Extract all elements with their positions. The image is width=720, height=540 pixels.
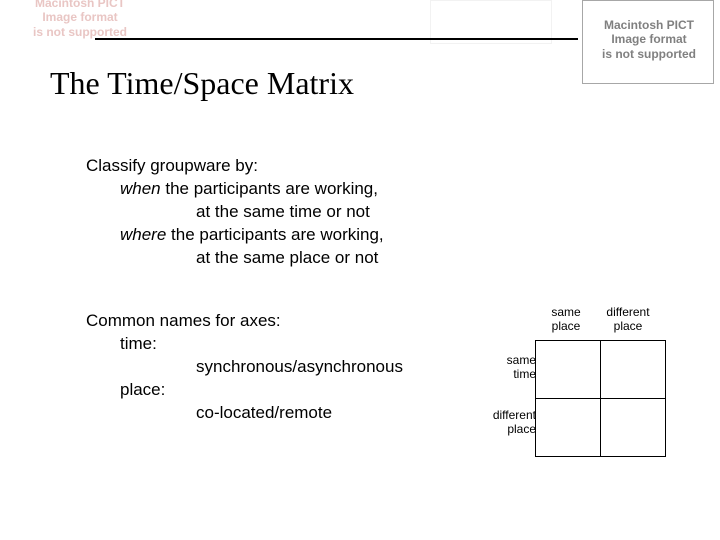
text-line: at the same place or not [86, 247, 384, 270]
text-run: the participants are working, [166, 225, 383, 244]
text-run: at the same time or not [196, 202, 370, 221]
text-line: time: [86, 333, 403, 356]
text-run: co-located/remote [196, 403, 332, 422]
pict-line: Image format [0, 10, 160, 24]
text-run: when [120, 179, 161, 198]
text-line: place: [86, 379, 403, 402]
text-run: at the same place or not [196, 248, 378, 267]
pict-line: is not supported [0, 25, 160, 39]
text-run: time: [120, 334, 157, 353]
time-space-matrix: sameplace differentplace sametime differ… [535, 340, 666, 457]
text-line: synchronous/asynchronous [86, 356, 403, 379]
pict-line: Image format [584, 32, 714, 46]
text-run: Common names for axes: [86, 311, 281, 330]
paragraph-classify: Classify groupware by: when the participa… [86, 155, 384, 270]
text-line: at the same time or not [86, 201, 384, 224]
pict-warning-top-right: Macintosh PICT Image format is not suppo… [584, 18, 714, 61]
text-line: Common names for axes: [86, 310, 403, 333]
matrix-grid [535, 340, 666, 457]
text-run: synchronous/asynchronous [196, 357, 403, 376]
text-run: where [120, 225, 166, 244]
text-line: co-located/remote [86, 402, 403, 425]
text-line: where the participants are working, [86, 224, 384, 247]
slide-title: The Time/Space Matrix [50, 65, 354, 102]
matrix-cell [601, 399, 666, 457]
matrix-cell [601, 341, 666, 399]
matrix-col-label-same-place: sameplace [535, 306, 597, 334]
pict-line: Macintosh PICT [0, 0, 160, 10]
text-run: the participants are working, [161, 179, 378, 198]
text-line: when the participants are working, [86, 178, 384, 201]
pict-line: Macintosh PICT [584, 18, 714, 32]
paragraph-axes: Common names for axes: time: synchronous/a… [86, 310, 403, 425]
text-line: Classify groupware by: [86, 155, 384, 178]
pict-line: is not supported [584, 47, 714, 61]
pict-warning-top-left: Macintosh PICT Image format is not suppo… [0, 0, 160, 39]
header-rule [95, 38, 578, 40]
text-run: Classify groupware by: [86, 156, 258, 175]
matrix-row-label-different-place: differentplace [466, 409, 536, 437]
matrix-col-label-different-place: differentplace [597, 306, 659, 334]
text-run: place: [120, 380, 165, 399]
matrix-cell [536, 341, 601, 399]
matrix-row-label-same-time: sametime [466, 354, 536, 382]
matrix-cell [536, 399, 601, 457]
